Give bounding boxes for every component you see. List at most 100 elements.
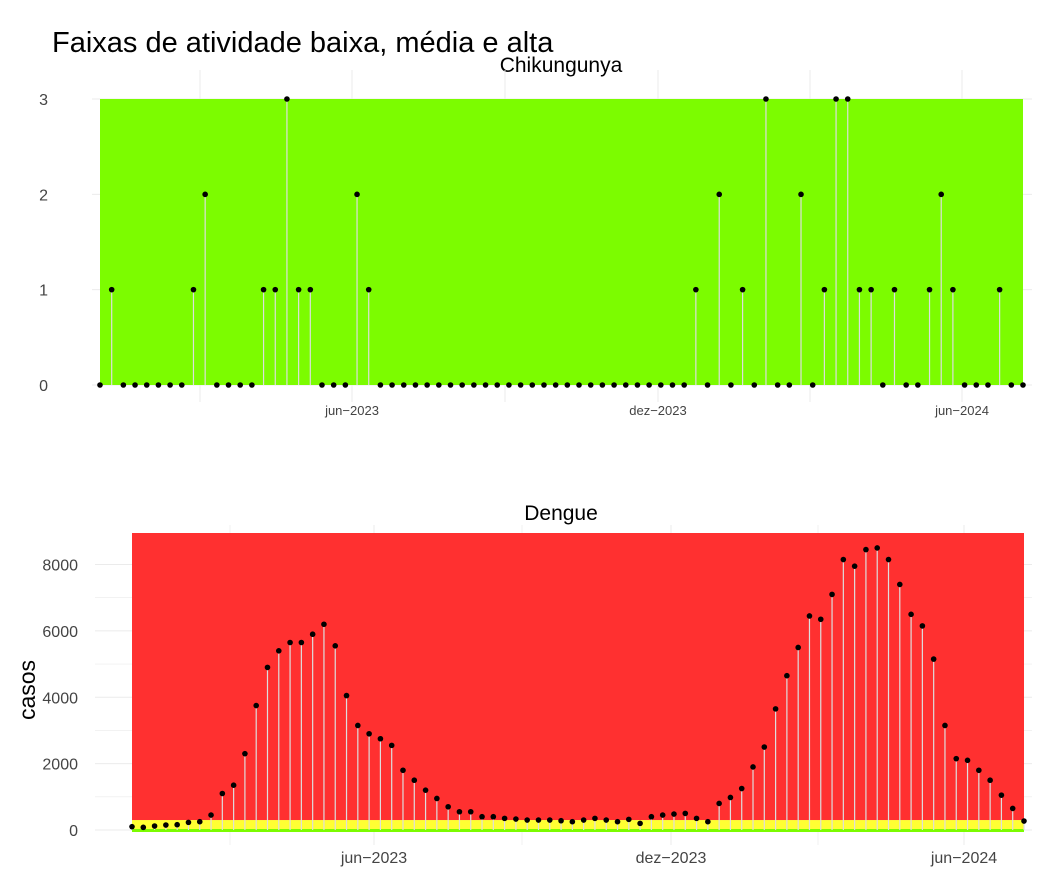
dengue-point	[467, 808, 474, 815]
chikungunya-x-tick-label: jun−2024	[934, 403, 989, 418]
chikungunya-point	[120, 382, 127, 388]
chikungunya-x-ticks: jun−2023 dez−2023 jun−2024	[324, 403, 989, 418]
figure-title: Faixas de atividade baixa, média e alta	[52, 27, 554, 59]
dengue-y-ticks: 0 2000 4000 6000 8000	[42, 558, 78, 840]
chikungunya-point	[774, 382, 781, 388]
dengue-point	[761, 744, 768, 750]
dengue-x-tick-label: dez−2023	[636, 850, 707, 867]
chikungunya-point	[611, 382, 617, 388]
dengue-y-tick-label: 6000	[42, 624, 78, 641]
dengue-point	[208, 812, 214, 818]
dengue-point	[343, 692, 350, 699]
dengue-point	[422, 787, 429, 793]
dengue-point	[750, 764, 756, 770]
chikungunya-point	[155, 382, 162, 388]
dengue-point	[569, 818, 576, 825]
chikungunya-point	[436, 382, 442, 388]
dengue-panel: Dengue casos 0 2000 4000 6000 8000 jun−2023 d…	[14, 502, 1032, 867]
dengue-point	[580, 817, 587, 823]
dengue-point	[772, 706, 779, 712]
dengue-band-média	[132, 820, 1024, 830]
chikungunya-point	[517, 382, 524, 388]
chikungunya-point	[506, 382, 512, 388]
dengue-point	[874, 545, 881, 551]
chikungunya-point	[1020, 382, 1026, 388]
chikungunya-y-tick-label: 0	[39, 378, 48, 395]
chikungunya-point	[973, 382, 980, 388]
chikungunya-point	[786, 382, 793, 388]
chikungunya-point	[950, 286, 956, 293]
dengue-point	[546, 817, 553, 823]
chikungunya-point	[412, 382, 419, 388]
chikungunya-point	[681, 382, 687, 388]
chikungunya-points	[97, 96, 1026, 388]
chikungunya-title: Chikungunya	[500, 54, 623, 77]
dengue-point	[253, 702, 260, 709]
chikungunya-point	[926, 286, 933, 293]
chikungunya-point	[751, 382, 758, 388]
dengue-point	[671, 811, 677, 817]
chikungunya-point	[646, 382, 652, 388]
chikungunya-point	[622, 382, 629, 388]
chikungunya-point	[295, 286, 302, 293]
chikungunya-y-ticks: 0 1 2 3	[39, 92, 48, 395]
dengue-point	[456, 808, 463, 815]
chikungunya-point	[190, 286, 197, 293]
chikungunya-point	[529, 382, 536, 388]
chikungunya-point	[237, 382, 244, 388]
dengue-point	[976, 767, 982, 774]
dengue-point	[230, 782, 237, 789]
dengue-point	[705, 818, 711, 825]
chikungunya-y-tick-label: 3	[39, 92, 48, 109]
dengue-point	[479, 813, 485, 820]
chikungunya-point	[809, 382, 816, 388]
chikungunya-point	[704, 382, 711, 388]
dengue-point	[987, 777, 993, 784]
chikungunya-point	[938, 191, 945, 198]
chikungunya-point	[658, 382, 664, 388]
dengue-point	[851, 563, 858, 569]
dengue-band-baixa	[132, 829, 1024, 833]
chikungunya-point	[307, 286, 314, 293]
dengue-point	[298, 639, 305, 646]
dengue-point	[309, 631, 316, 638]
dengue-point	[434, 795, 440, 802]
dengue-title: Dengue	[524, 502, 598, 525]
dengue-point	[648, 813, 655, 820]
dengue-point	[513, 816, 519, 822]
dengue-point	[524, 817, 530, 823]
dengue-point	[151, 823, 158, 829]
chikungunya-point	[856, 286, 863, 293]
dengue-points	[129, 545, 1027, 831]
chikungunya-point	[202, 191, 208, 198]
dengue-point	[626, 816, 632, 823]
chikungunya-point	[272, 286, 279, 293]
dengue-point	[953, 755, 960, 762]
chikungunya-point	[249, 382, 255, 388]
chikungunya-point	[132, 382, 138, 388]
chikungunya-point	[833, 96, 839, 102]
dengue-point	[863, 546, 869, 553]
chikungunya-point	[365, 286, 372, 293]
dengue-point	[242, 750, 248, 757]
chikungunya-point	[879, 382, 886, 388]
chikungunya-point	[400, 382, 407, 388]
dengue-point	[490, 813, 497, 820]
chikungunya-point	[599, 382, 606, 388]
dengue-y-tick-label: 0	[69, 823, 78, 840]
chikungunya-point	[389, 382, 395, 388]
chikungunya-point	[821, 286, 828, 293]
chikungunya-point	[915, 382, 921, 388]
dengue-point	[829, 591, 835, 598]
dengue-point	[275, 648, 282, 654]
chikungunya-point	[634, 382, 641, 388]
dengue-point	[885, 556, 892, 563]
dengue-point	[592, 815, 598, 822]
chikungunya-point	[996, 286, 1003, 293]
dengue-point	[806, 613, 813, 619]
dengue-x-tick-label: jun−2024	[930, 850, 997, 867]
chikungunya-point	[471, 382, 477, 388]
chikungunya-point	[424, 382, 430, 388]
